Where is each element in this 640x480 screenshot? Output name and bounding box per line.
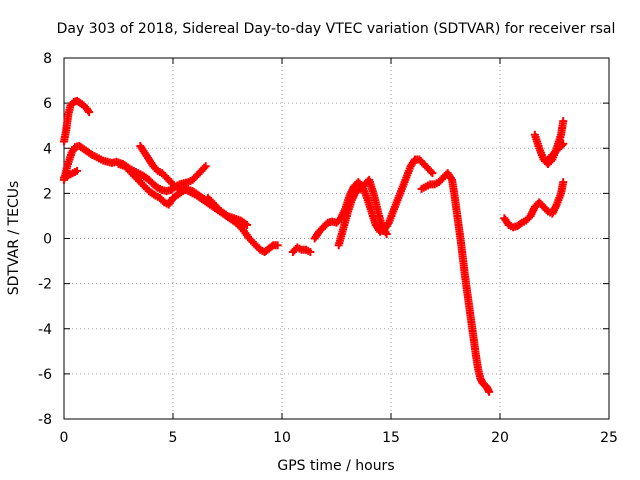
y-tick-label: 4	[43, 141, 52, 157]
series-arc-7	[288, 243, 315, 257]
data-point-interp	[426, 167, 435, 176]
y-axis-label: SDTVAR / TECUs	[6, 181, 22, 296]
y-tick-label: -8	[38, 412, 52, 428]
series-arc-13	[543, 139, 568, 164]
data-point-interp	[241, 219, 250, 228]
series-arc-10	[417, 169, 494, 396]
data-point-interp	[558, 140, 567, 149]
data-point	[559, 139, 568, 148]
y-tick-label: -4	[38, 322, 52, 338]
series-arc-3	[60, 166, 82, 182]
data-point	[201, 162, 210, 171]
grid	[64, 58, 609, 419]
axis-ticks: 0 5 10 15 20 25 -8 -6 -4 -2 0 2 4 6 8	[38, 51, 618, 446]
x-tick-label: 5	[169, 430, 178, 446]
series-arc-6	[203, 193, 252, 229]
y-tick-label: 8	[43, 51, 52, 67]
data-point	[85, 108, 94, 117]
data-point	[273, 241, 282, 250]
data-points	[60, 96, 568, 396]
y-tick-label: -2	[38, 277, 52, 293]
data-point	[382, 229, 391, 238]
data-point	[559, 117, 568, 126]
data-point	[243, 220, 252, 229]
y-tick-label: 2	[43, 186, 52, 202]
y-tick-label: 0	[43, 232, 52, 248]
series-arc-9	[334, 175, 391, 250]
series-arc-11	[500, 178, 568, 232]
data-point	[73, 166, 82, 175]
y-tick-label: 6	[43, 96, 52, 112]
series-arc-2	[60, 141, 210, 196]
data-point	[306, 248, 315, 257]
x-tick-label: 10	[273, 430, 291, 446]
y-tick-label: -6	[38, 367, 52, 383]
series-arc-1	[60, 96, 94, 146]
x-tick-label: 25	[600, 430, 618, 446]
x-tick-label: 0	[60, 430, 69, 446]
x-axis-label: GPS time / hours	[277, 458, 394, 474]
data-point	[559, 178, 568, 187]
data-point	[485, 387, 494, 396]
x-tick-label: 20	[491, 430, 509, 446]
series-arc-4	[114, 160, 210, 209]
x-tick-label: 15	[382, 430, 400, 446]
data-point-interp	[200, 163, 209, 172]
data-point	[428, 169, 437, 178]
chart-title: Day 303 of 2018, Sidereal Day-to-day VTE…	[57, 21, 616, 37]
